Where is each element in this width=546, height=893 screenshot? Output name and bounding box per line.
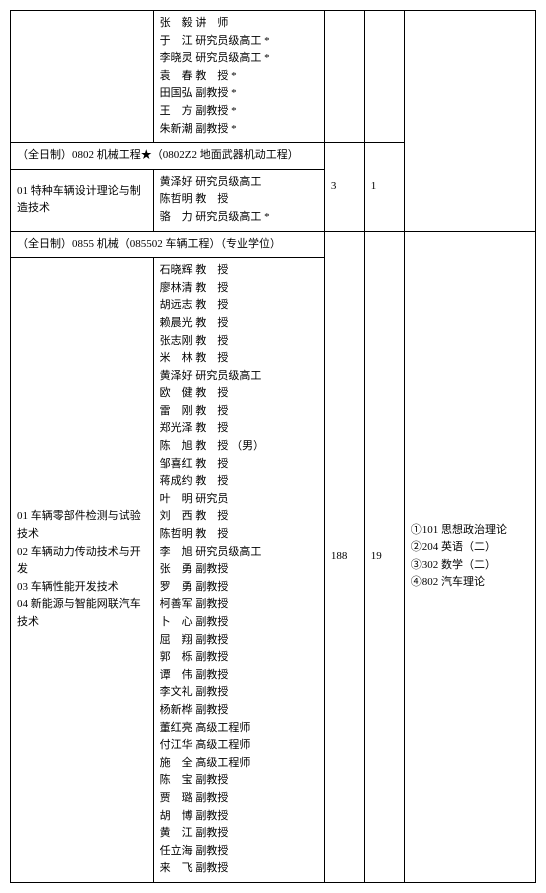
faculty-line: 陈哲明 教 授 xyxy=(160,526,318,544)
faculty-line: 黄泽好 研究员级高工 xyxy=(160,368,318,386)
section3-num2: 19 xyxy=(364,231,404,882)
faculty-line: 陈哲明 教 授 xyxy=(160,191,318,209)
faculty-line: 柯善军 副教授 xyxy=(160,596,318,614)
faculty-line: 罗 勇 副教授 xyxy=(160,579,318,597)
faculty-line: 谭 伟 副教授 xyxy=(160,667,318,685)
row1-faculty-cell: 张 毅 讲 师于 江 研究员级高工 *李晓灵 研究员级高工 *袁 春 教 授 *… xyxy=(153,11,324,143)
faculty-line: 来 飞 副教授 xyxy=(160,860,318,878)
row1-num1 xyxy=(324,11,364,143)
faculty-line: 李文礼 副教授 xyxy=(160,684,318,702)
faculty-line: 于 江 研究员级高工 * xyxy=(160,33,318,51)
exam-line: ④802 汽车理论 xyxy=(411,574,529,592)
section3-directions: 01 车辆零部件检测与试验技术 02 车辆动力传动技术与开发 03 车辆性能开发… xyxy=(11,258,154,883)
section3-num1: 188 xyxy=(324,231,364,882)
faculty-line: 田国弘 副教授 * xyxy=(160,85,318,103)
faculty-line: 李 旭 研究员级高工 xyxy=(160,544,318,562)
faculty-line: 刘 西 教 授 xyxy=(160,508,318,526)
faculty-line: 卜 心 副教授 xyxy=(160,614,318,632)
faculty-line: 董红亮 高级工程师 xyxy=(160,720,318,738)
faculty-line: 贾 璐 副教授 xyxy=(160,790,318,808)
faculty-line: 叶 明 研究员 xyxy=(160,491,318,509)
faculty-line: 廖林清 教 授 xyxy=(160,280,318,298)
faculty-line: 雷 刚 教 授 xyxy=(160,403,318,421)
faculty-line: 陈 宝 副教授 xyxy=(160,772,318,790)
row1-exam xyxy=(404,11,535,232)
section2-direction: 01 特种车辆设计理论与制造技术 xyxy=(11,169,154,231)
section2-num1: 3 xyxy=(324,143,364,231)
faculty-line: 袁 春 教 授 * xyxy=(160,68,318,86)
faculty-line: 施 全 高级工程师 xyxy=(160,755,318,773)
faculty-line: 郭 栎 副教授 xyxy=(160,649,318,667)
faculty-line: 郑光泽 教 授 xyxy=(160,420,318,438)
section2-faculty-cell: 黄泽好 研究员级高工陈哲明 教 授骆 力 研究员级高工 * xyxy=(153,169,324,231)
exam-line: ①101 思想政治理论 xyxy=(411,522,529,540)
faculty-line: 骆 力 研究员级高工 * xyxy=(160,209,318,227)
faculty-line: 黄 江 副教授 xyxy=(160,825,318,843)
exam-line: ③302 数学（二） xyxy=(411,557,529,575)
section3-faculty-cell: 石晓辉 教 授廖林清 教 授胡远志 教 授赖晨光 教 授张志刚 教 授米 林 教… xyxy=(153,258,324,883)
faculty-line: 朱新潮 副教授 * xyxy=(160,121,318,139)
faculty-line: 石晓辉 教 授 xyxy=(160,262,318,280)
faculty-line: 胡 博 副教授 xyxy=(160,808,318,826)
faculty-line: 欧 健 教 授 xyxy=(160,385,318,403)
section3-header: （全日制）0855 机械（085502 车辆工程）（专业学位） xyxy=(11,231,325,258)
faculty-line: 任立海 副教授 xyxy=(160,843,318,861)
faculty-line: 王 方 副教授 * xyxy=(160,103,318,121)
row1-num2 xyxy=(364,11,404,143)
faculty-line: 张 毅 讲 师 xyxy=(160,15,318,33)
faculty-line: 胡远志 教 授 xyxy=(160,297,318,315)
faculty-line: 米 林 教 授 xyxy=(160,350,318,368)
faculty-line: 黄泽好 研究员级高工 xyxy=(160,174,318,192)
faculty-line: 陈 旭 教 授 （男） xyxy=(160,438,318,456)
faculty-line: 蒋成约 教 授 xyxy=(160,473,318,491)
faculty-line: 邹喜红 教 授 xyxy=(160,456,318,474)
section2-header: （全日制）0802 机械工程★（0802Z2 地面武器机动工程） xyxy=(11,143,325,170)
faculty-line: 张志刚 教 授 xyxy=(160,333,318,351)
faculty-line: 屈 翔 副教授 xyxy=(160,632,318,650)
faculty-line: 李晓灵 研究员级高工 * xyxy=(160,50,318,68)
exam-line: ②204 英语（二） xyxy=(411,539,529,557)
faculty-line: 付江华 高级工程师 xyxy=(160,737,318,755)
section3-exam-cell: ①101 思想政治理论②204 英语（二）③302 数学（二）④802 汽车理论 xyxy=(404,231,535,882)
faculty-line: 张 勇 副教授 xyxy=(160,561,318,579)
faculty-line: 赖晨光 教 授 xyxy=(160,315,318,333)
faculty-line: 杨新桦 副教授 xyxy=(160,702,318,720)
row1-direction-cell xyxy=(11,11,154,143)
section2-num2: 1 xyxy=(364,143,404,231)
